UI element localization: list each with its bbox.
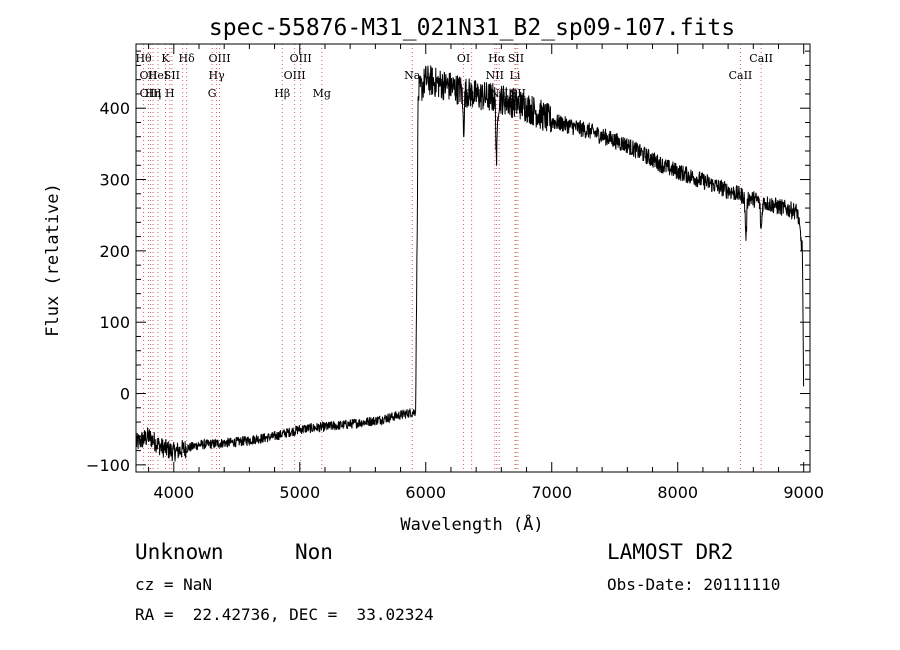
x-axis: 4000 5000 6000 7000 8000 9000 [148, 44, 824, 502]
line-label: OII [139, 69, 157, 82]
line-label: Hγ [209, 69, 226, 82]
line-label: Na [404, 69, 421, 82]
redshift-cz: cz = NaN [135, 575, 213, 594]
line-label: Hδ [179, 52, 196, 65]
y-tick-label: 0 [120, 385, 130, 404]
line-label: Li [510, 69, 521, 82]
sky-coordinates: RA = 22.42736, DEC = 33.02324 [135, 605, 434, 624]
line-label: G [208, 87, 217, 100]
x-tick-label: 9000 [783, 483, 824, 502]
line-label: K [161, 52, 170, 65]
line-label: HeI [148, 69, 168, 82]
line-label: Hβ [274, 87, 290, 100]
object-subclass: Non [295, 540, 333, 564]
line-label: OIII [290, 52, 312, 65]
y-tick-label: −100 [86, 456, 130, 475]
line-label: H [165, 87, 175, 100]
x-tick-label: 6000 [405, 483, 446, 502]
survey-name: LAMOST DR2 [607, 540, 734, 564]
y-tick-label: 300 [99, 171, 130, 190]
line-label: SII [164, 69, 180, 82]
line-label: OI [457, 52, 470, 65]
x-axis-label: Wavelength (Å) [400, 513, 543, 535]
y-tick-label: 200 [99, 242, 130, 261]
line-label: SII [508, 52, 524, 65]
x-tick-label: 8000 [657, 483, 698, 502]
line-label: NII [486, 69, 504, 82]
y-axis: −100 0 100 200 300 400 [86, 50, 810, 475]
line-label: CaII [749, 52, 773, 65]
x-tick-label: 5000 [279, 483, 320, 502]
spectrum-line [135, 64, 805, 462]
object-class: Unknown [135, 540, 224, 564]
plot-frame [135, 43, 811, 473]
y-axis-label: Flux (relative) [43, 183, 63, 337]
line-label: Hθ [135, 52, 152, 65]
line-label: OIII [284, 69, 306, 82]
x-tick-label: 4000 [153, 483, 194, 502]
line-label: Mg [313, 87, 331, 100]
line-label: Hα [488, 52, 506, 65]
line-label: Hη [145, 87, 161, 100]
observation-date: Obs-Date: 20111110 [607, 575, 781, 594]
line-label: CaII [729, 69, 753, 82]
y-tick-label: 400 [99, 99, 130, 118]
line-label: OIII [208, 52, 230, 65]
line-label: OIII [140, 87, 162, 100]
y-tick-label: 100 [99, 313, 130, 332]
spectral-line-labels: HθOIIOIIIHηHeIKHSIIHδGHγOIIIHβOIIIOIIIMg… [135, 52, 773, 100]
chart-title: spec-55876-M31_021N31_B2_sp09-107.fits [209, 15, 735, 41]
spectral-line-markers [143, 44, 762, 472]
x-tick-label: 7000 [531, 483, 572, 502]
